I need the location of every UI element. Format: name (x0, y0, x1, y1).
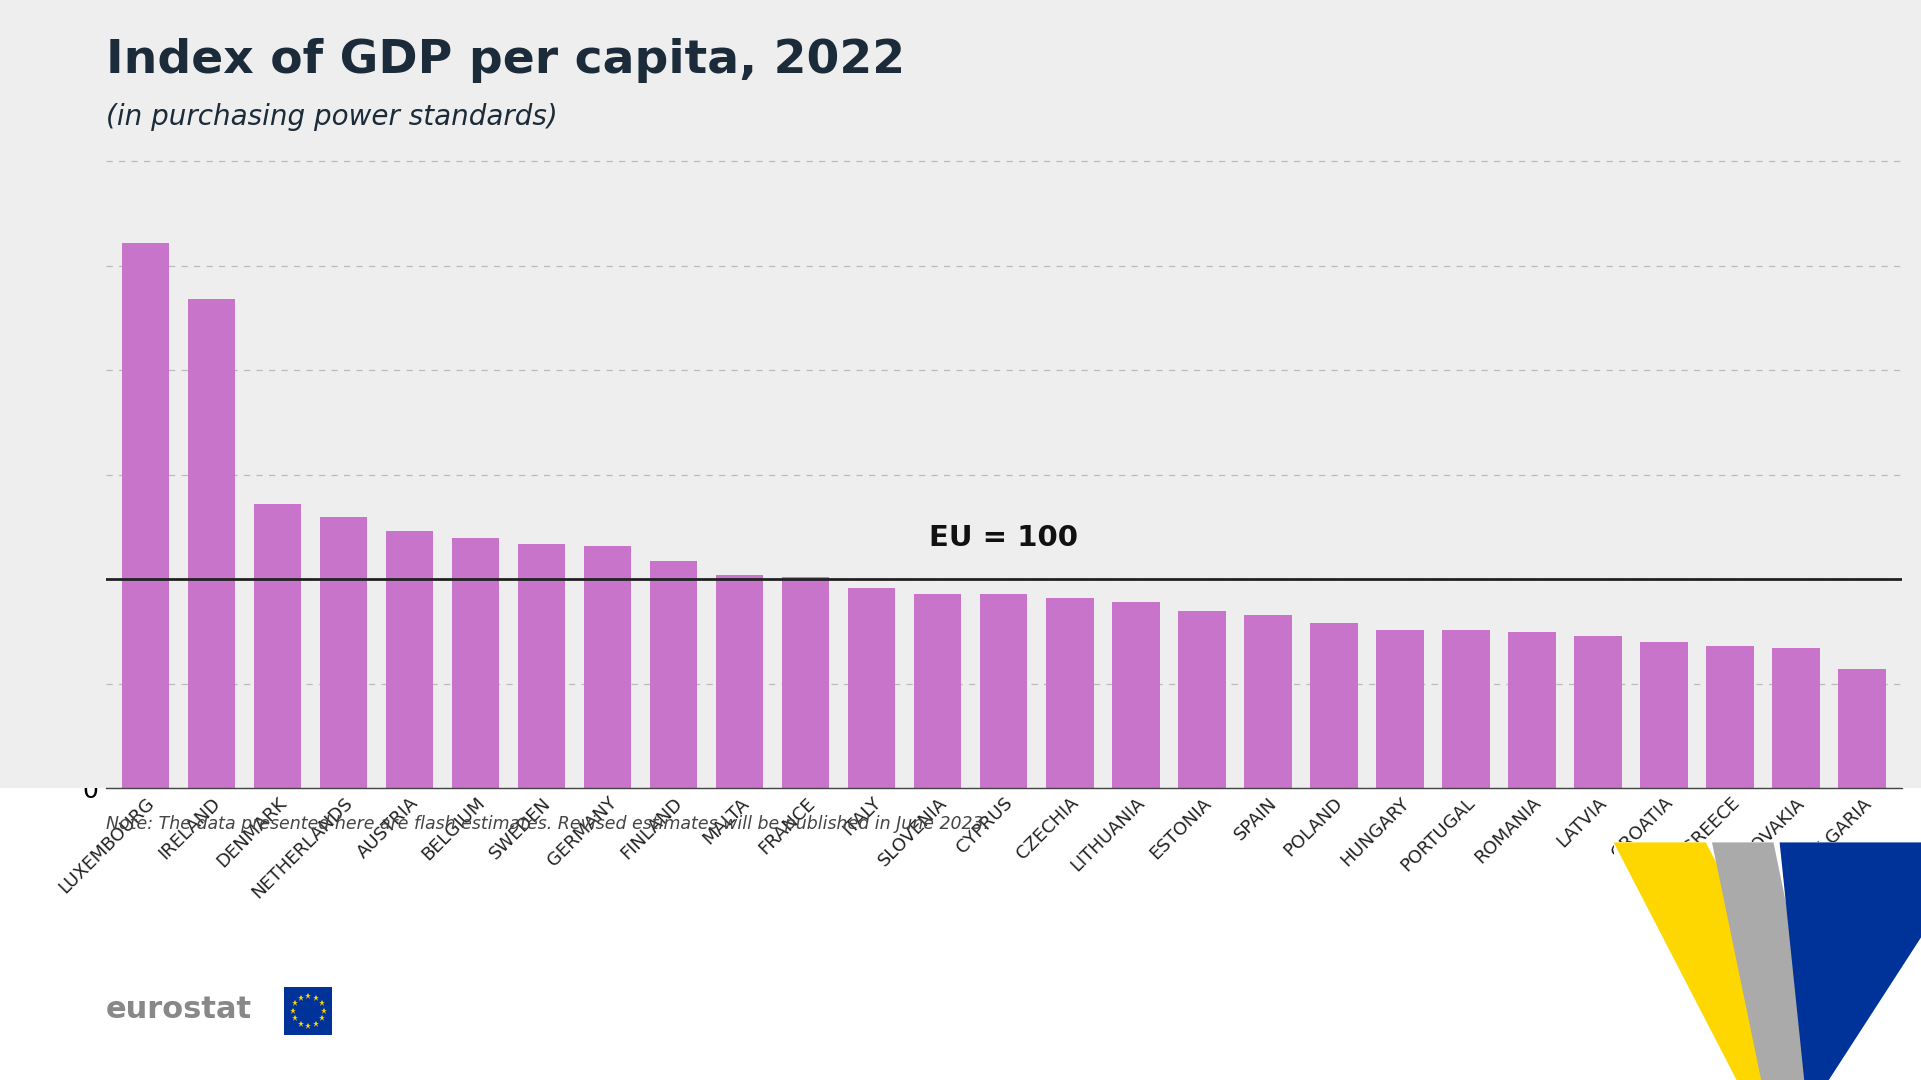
Bar (1443, 630, 1491, 788)
Bar (1706, 646, 1754, 788)
Bar (1310, 623, 1358, 788)
Bar (1112, 603, 1160, 788)
Bar (980, 594, 1028, 788)
Bar (914, 594, 962, 788)
Text: eurostat: eurostat (106, 996, 252, 1024)
Bar (121, 243, 169, 788)
Bar (386, 531, 434, 788)
Polygon shape (1779, 842, 1921, 1080)
Bar (1641, 643, 1689, 788)
Text: Index of GDP per capita, 2022: Index of GDP per capita, 2022 (106, 38, 905, 83)
Bar (188, 299, 234, 788)
Bar (717, 576, 763, 788)
Bar (1838, 670, 1886, 788)
Polygon shape (1712, 842, 1823, 1080)
Bar (649, 561, 697, 788)
Bar (1178, 610, 1226, 788)
Bar (1773, 648, 1819, 788)
Text: (in purchasing power standards): (in purchasing power standards) (106, 103, 557, 131)
Bar (584, 545, 632, 788)
Polygon shape (1614, 842, 1829, 1080)
Bar (1573, 636, 1621, 788)
Bar (517, 544, 565, 788)
Bar (847, 588, 895, 788)
Bar (782, 578, 830, 788)
Bar (1375, 630, 1423, 788)
Bar (254, 504, 302, 788)
Bar (319, 516, 367, 788)
Text: EU = 100: EU = 100 (930, 524, 1078, 552)
Bar (451, 538, 499, 788)
Bar (1245, 615, 1291, 788)
Bar (1508, 632, 1556, 788)
Bar (1045, 598, 1093, 788)
Text: Note: The data presented here are flash estimates. Revised estimates will be pub: Note: The data presented here are flash … (106, 815, 989, 834)
